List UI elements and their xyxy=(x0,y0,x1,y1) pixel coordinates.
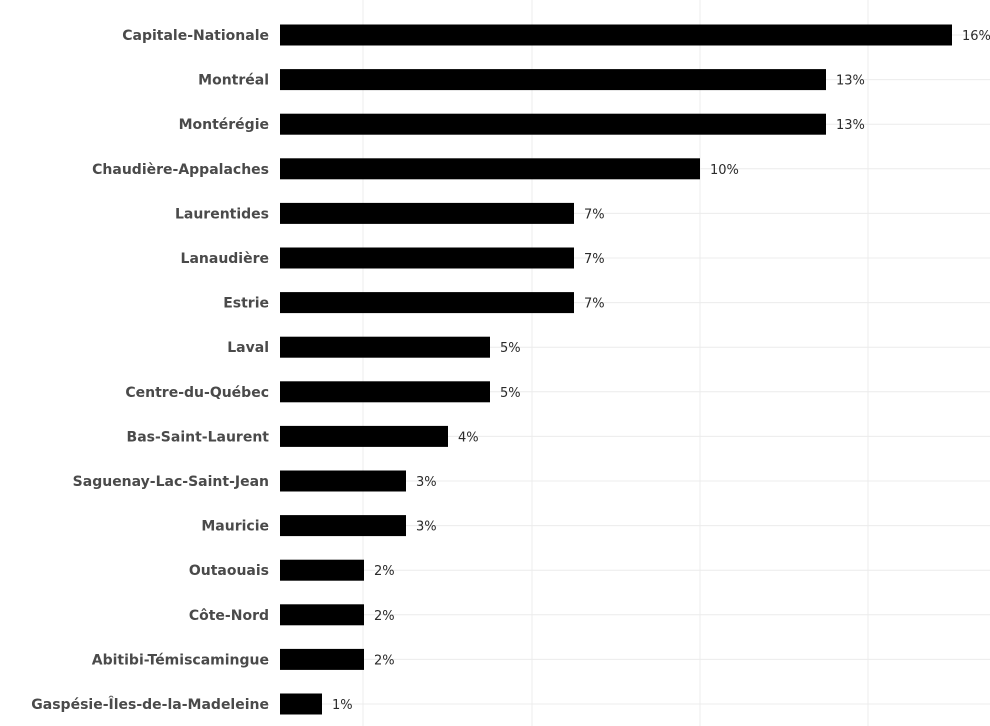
category-label: Saguenay-Lac-Saint-Jean xyxy=(73,474,269,490)
category-label: Laurentides xyxy=(175,206,269,222)
bar xyxy=(280,69,826,91)
bar xyxy=(280,559,364,581)
bar xyxy=(280,247,574,269)
bar xyxy=(280,336,490,358)
category-label: Bas-Saint-Laurent xyxy=(127,429,270,445)
value-label: 7% xyxy=(584,297,605,312)
category-label: Montréal xyxy=(198,73,269,89)
category-label: Outaouais xyxy=(189,563,269,579)
category-label: Mauricie xyxy=(201,519,269,535)
value-label: 1% xyxy=(332,698,353,713)
category-label: Centre-du-Québec xyxy=(125,385,269,401)
bar xyxy=(280,158,700,180)
value-label: 13% xyxy=(836,74,865,89)
value-label: 3% xyxy=(416,520,437,535)
value-label: 5% xyxy=(500,386,521,401)
bar xyxy=(280,113,826,135)
bar xyxy=(280,648,364,670)
bar xyxy=(280,515,406,537)
value-label: 13% xyxy=(836,118,865,133)
category-label: Lanaudière xyxy=(181,251,269,267)
value-label: 4% xyxy=(458,430,479,445)
value-label: 5% xyxy=(500,341,521,356)
bar xyxy=(280,292,574,314)
category-label: Côte-Nord xyxy=(189,608,269,624)
value-label: 7% xyxy=(584,207,605,222)
value-label: 2% xyxy=(374,609,395,624)
category-label: Abitibi-Témiscamingue xyxy=(92,652,269,668)
value-labels: 16% 13% 13% 10% 7% 7% 7% 5% 5% 4% 3% 3% 2% 2% 2% 1% xyxy=(332,29,990,713)
bar xyxy=(280,24,952,46)
value-label: 10% xyxy=(710,163,739,178)
value-label: 3% xyxy=(416,475,437,490)
value-label: 16% xyxy=(962,29,990,44)
bar xyxy=(280,381,490,403)
value-label: 2% xyxy=(374,564,395,579)
bar xyxy=(280,693,322,715)
value-label: 7% xyxy=(584,252,605,267)
category-label: Capitale-Nationale xyxy=(122,28,269,44)
category-label: Gaspésie-Îles-de-la-Madeleine xyxy=(31,696,269,713)
category-labels: Capitale-Nationale Montréal Montérégie Chau… xyxy=(31,28,269,713)
bar xyxy=(280,604,364,626)
category-label: Montérégie xyxy=(179,117,269,133)
value-label: 2% xyxy=(374,653,395,668)
bars xyxy=(280,24,952,715)
bar xyxy=(280,470,406,492)
category-label: Chaudière-Appalaches xyxy=(92,162,269,178)
bar xyxy=(280,425,448,447)
category-label: Laval xyxy=(227,340,269,356)
category-label: Estrie xyxy=(223,296,269,312)
bar xyxy=(280,202,574,224)
